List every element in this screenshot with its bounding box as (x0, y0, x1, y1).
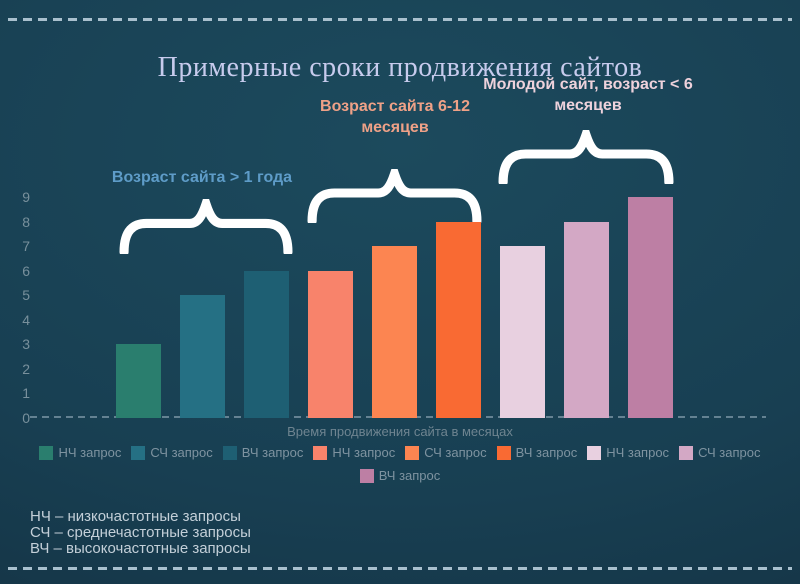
legend-item-сч-запрос: СЧ запрос (131, 445, 213, 460)
legend-color-swatch (496, 445, 511, 460)
footnote-line: ВЧ – высокочастотные запросы (30, 540, 251, 557)
footnote-line: СЧ – среднечастотные запросы (30, 524, 251, 541)
footnote-line: НЧ – низкочастотные запросы (30, 508, 241, 525)
y-tick-2: 2 (22, 360, 30, 377)
bar-сч-запрос (180, 295, 225, 418)
y-tick-9: 9 (22, 189, 30, 206)
y-tick-1: 1 (22, 385, 30, 402)
curly-brace-icon (498, 130, 674, 184)
y-tick-6: 6 (22, 262, 30, 279)
legend-label: ВЧ запрос (515, 445, 578, 460)
group-label-site-older-1-year: Возраст сайта > 1 года (111, 169, 293, 186)
legend-color-swatch (679, 445, 694, 460)
curly-brace-icon (307, 169, 482, 223)
legend-label: СЧ запрос (150, 445, 213, 460)
legend-color-swatch (131, 445, 146, 460)
bar-вч-запрос (244, 271, 289, 418)
legend-item-сч-запрос: СЧ запрос (405, 445, 487, 460)
y-tick-0: 0 (22, 410, 30, 426)
legend-color-swatch (587, 445, 602, 460)
top-dashed-divider (8, 18, 792, 21)
legend-item-вч-запрос: ВЧ запрос (222, 445, 304, 460)
legend-color-swatch (405, 445, 420, 460)
legend-label: НЧ запрос (58, 445, 122, 460)
footnotes: НЧ – низкочастотные запросы СЧ – среднеч… (30, 509, 251, 557)
y-tick-8: 8 (22, 213, 30, 230)
legend-color-swatch (359, 468, 374, 483)
legend-label: НЧ запрос (332, 445, 396, 460)
legend-label: ВЧ запрос (378, 468, 441, 483)
curly-brace-icon (119, 199, 293, 254)
bottom-dashed-divider (8, 567, 792, 570)
bar-сч-запрос (564, 222, 609, 418)
chart-title: Примерные сроки продвижения сайтов (157, 51, 643, 83)
legend-label: СЧ запрос (698, 445, 761, 460)
legend-item-вч-запрос: ВЧ запрос (496, 445, 578, 460)
legend-item-нч-запрос: НЧ запрос (313, 445, 395, 460)
bar-нч-запрос (500, 246, 545, 418)
legend-label: СЧ запрос (424, 445, 487, 460)
bar-вч-запрос (436, 222, 481, 418)
bar-сч-запрос (372, 246, 417, 418)
y-tick-5: 5 (22, 287, 30, 304)
y-axis: 0 1 2 3 4 5 6 7 8 9 (0, 0, 30, 584)
bar-нч-запрос (116, 344, 161, 418)
legend-row: НЧ запрос СЧ запрос ВЧ запрос НЧ запрос СЧ з… (0, 445, 800, 460)
legend-label: НЧ запрос (606, 445, 670, 460)
legend-color-swatch (39, 445, 54, 460)
bar-нч-запрос (308, 271, 353, 418)
y-tick-3: 3 (22, 336, 30, 353)
legend-color-swatch (313, 445, 328, 460)
x-axis-label: Время продвижения сайта в месяцах (287, 424, 513, 439)
legend-item-вч-запрос: ВЧ запрос (359, 468, 441, 483)
legend-item-сч-запрос: СЧ запрос (679, 445, 761, 460)
legend-item-нч-запрос: НЧ запрос (39, 445, 121, 460)
group-label-site-6-12-months: Возраст сайта 6-12 месяцев (320, 98, 470, 136)
y-tick-7: 7 (22, 238, 30, 255)
bar-вч-запрос (628, 197, 673, 418)
legend: НЧ запрос СЧ запрос ВЧ запрос НЧ запрос СЧ з… (0, 445, 800, 491)
legend-item-нч-запрос: НЧ запрос (587, 445, 669, 460)
y-tick-4: 4 (22, 311, 30, 328)
legend-row: ВЧ запрос (0, 468, 800, 483)
legend-label: ВЧ запрос (241, 445, 304, 460)
legend-color-swatch (222, 445, 237, 460)
group-label-young-site: Молодой сайт, возраст < 6 месяцев (483, 76, 693, 114)
